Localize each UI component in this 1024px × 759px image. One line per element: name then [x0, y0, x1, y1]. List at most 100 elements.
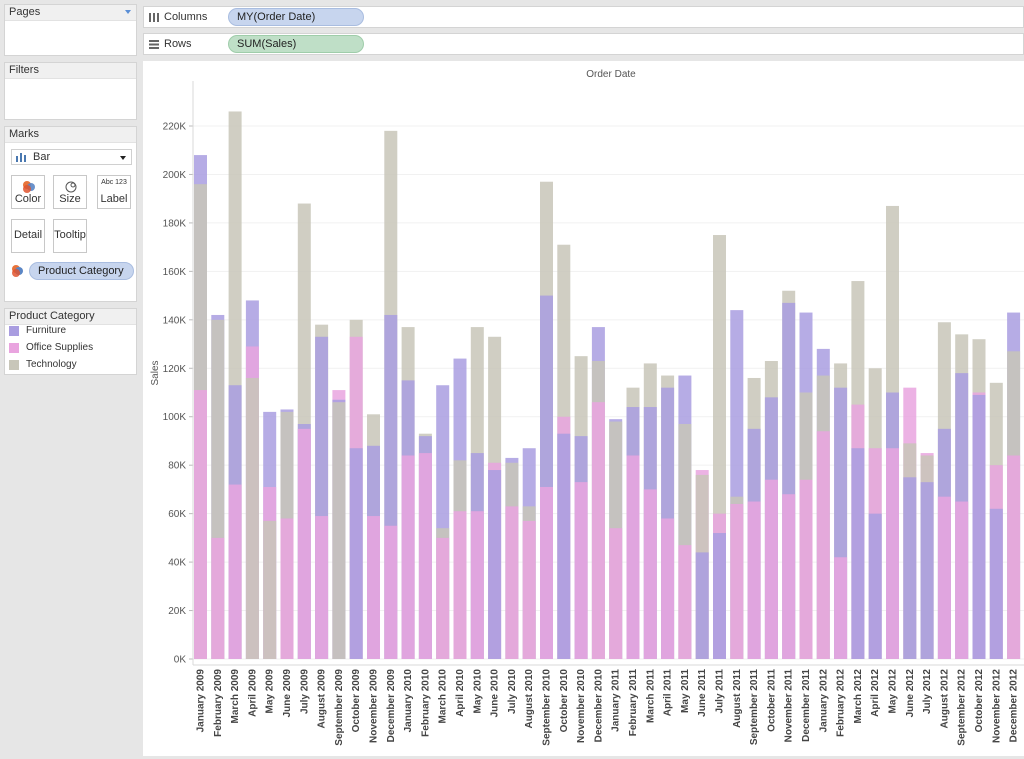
- size-button[interactable]: Size: [53, 175, 87, 209]
- bar-office-supplies[interactable]: [418, 453, 432, 659]
- x-tick-label: June 2012: [905, 669, 916, 718]
- x-tick-label: July 2011: [715, 669, 726, 714]
- columns-shelf[interactable]: Columns MY(Order Date): [143, 6, 1024, 28]
- bar-office-supplies[interactable]: [453, 511, 467, 659]
- y-gridlines: [193, 125, 1024, 660]
- x-tick-label: July 2009: [299, 669, 310, 714]
- bar-office-supplies[interactable]: [886, 448, 899, 659]
- bar-office-supplies[interactable]: [470, 511, 484, 659]
- bar-office-supplies[interactable]: [280, 518, 294, 659]
- chevron-down-icon[interactable]: [120, 156, 126, 160]
- y-tick-label: 180K: [163, 218, 187, 229]
- tooltip-button[interactable]: Tooltip: [53, 219, 87, 253]
- mark-type-select[interactable]: Bar: [11, 149, 132, 165]
- bar-office-supplies[interactable]: [367, 516, 380, 659]
- x-tick-label: December 2011: [801, 669, 812, 742]
- bar-office-supplies[interactable]: [297, 428, 311, 659]
- bar-office-supplies[interactable]: [937, 496, 951, 659]
- bar-office-supplies[interactable]: [764, 479, 778, 659]
- x-tick-label: May 2010: [472, 669, 483, 714]
- rows-shelf[interactable]: Rows SUM(Sales): [143, 33, 1024, 55]
- color-icon: [23, 181, 35, 193]
- x-tick-label: December 2012: [1009, 669, 1020, 743]
- x-tick-label: April 2010: [455, 669, 466, 717]
- bar-office-supplies[interactable]: [661, 518, 675, 659]
- x-tick-label: April 2012: [870, 669, 881, 717]
- x-tick-label: September 2009: [334, 669, 345, 746]
- bar-office-supplies[interactable]: [436, 537, 450, 659]
- bar-office-supplies[interactable]: [574, 482, 588, 659]
- bar-office-supplies[interactable]: [782, 494, 796, 659]
- bar-furniture[interactable]: [972, 394, 986, 659]
- label-icon: Abc 123: [101, 179, 127, 186]
- rows-shelf-label: Rows: [164, 38, 192, 50]
- size-icon: [65, 181, 77, 193]
- tooltip-button-label: Tooltip: [54, 229, 86, 241]
- bar-furniture[interactable]: [920, 482, 934, 659]
- bar-office-supplies[interactable]: [609, 528, 623, 659]
- y-tick-label: 120K: [163, 364, 187, 375]
- stacked-bar-chart: 0K 20K 40K 60K 80K 100K 120K 140K 160K 180K 200K 22…: [150, 69, 1024, 746]
- bar-furniture[interactable]: [868, 513, 882, 659]
- bar-office-supplies[interactable]: [747, 501, 761, 659]
- bar-office-supplies[interactable]: [505, 506, 519, 659]
- bar-office-supplies[interactable]: [816, 431, 830, 659]
- bar-office-supplies[interactable]: [643, 489, 657, 659]
- bar-office-supplies[interactable]: [1007, 455, 1021, 659]
- bar-office-supplies[interactable]: [799, 479, 813, 659]
- x-tick-label: August 2011: [732, 669, 743, 728]
- bar-furniture[interactable]: [695, 552, 709, 659]
- bar-office-supplies[interactable]: [194, 390, 207, 659]
- columns-icon: [149, 13, 159, 22]
- detail-button[interactable]: Detail: [11, 219, 45, 253]
- legend-item-label: Technology: [26, 359, 77, 370]
- color-encoding-icon: [12, 265, 23, 277]
- bar-office-supplies[interactable]: [955, 501, 969, 659]
- x-tick-label: November 2012: [991, 669, 1002, 743]
- bar-office-supplies[interactable]: [315, 516, 329, 659]
- x-tick-label: August 2009: [317, 669, 328, 729]
- pages-dropdown-icon[interactable]: [125, 10, 131, 14]
- bar-technology[interactable]: [245, 377, 259, 659]
- bar-technology[interactable]: [263, 520, 277, 659]
- y-tick-label: 60K: [168, 509, 186, 520]
- pages-card[interactable]: Pages: [4, 4, 137, 56]
- bar-office-supplies[interactable]: [522, 520, 536, 659]
- columns-field-pill[interactable]: MY(Order Date): [228, 8, 364, 26]
- bar-furniture[interactable]: [557, 433, 571, 659]
- bar-office-supplies[interactable]: [540, 486, 553, 659]
- rows-field-pill[interactable]: SUM(Sales): [228, 35, 364, 53]
- color-button[interactable]: Color: [11, 175, 45, 209]
- legend-title: Product Category: [9, 310, 95, 322]
- bar-furniture[interactable]: [488, 470, 502, 659]
- color-button-label: Color: [14, 193, 42, 205]
- bar-office-supplies[interactable]: [678, 545, 692, 659]
- pages-card-title: Pages: [5, 5, 136, 21]
- x-tick-label: September 2011: [749, 669, 760, 746]
- y-tick-label: 100K: [163, 412, 187, 423]
- bar-office-supplies[interactable]: [401, 455, 415, 659]
- x-tick-label: March 2010: [438, 669, 449, 724]
- bar-office-supplies[interactable]: [591, 402, 605, 659]
- bar-furniture[interactable]: [989, 508, 1003, 659]
- x-tick-label: September 2010: [542, 669, 553, 746]
- bar-office-supplies[interactable]: [228, 484, 242, 659]
- bar-technology[interactable]: [332, 402, 346, 659]
- bar-office-supplies[interactable]: [626, 455, 640, 659]
- bar-office-supplies[interactable]: [730, 503, 744, 659]
- x-tick-label: January 2012: [818, 669, 829, 733]
- label-button[interactable]: Abc 123 Label: [97, 175, 131, 209]
- bar-furniture[interactable]: [349, 448, 363, 659]
- bar-office-supplies[interactable]: [384, 525, 398, 659]
- bar-office-supplies[interactable]: [211, 537, 225, 659]
- x-tick-label: January 2010: [403, 669, 414, 733]
- color-field-pill[interactable]: Product Category: [29, 262, 134, 280]
- x-tick-label: February 2009: [213, 669, 224, 737]
- bar-furniture[interactable]: [713, 533, 726, 659]
- x-tick-label: January 2009: [196, 669, 207, 733]
- filters-card[interactable]: Filters: [4, 62, 137, 120]
- bar-furniture[interactable]: [903, 477, 917, 659]
- label-button-label: Label: [100, 193, 128, 205]
- bar-office-supplies[interactable]: [834, 557, 848, 659]
- bar-furniture[interactable]: [851, 448, 865, 659]
